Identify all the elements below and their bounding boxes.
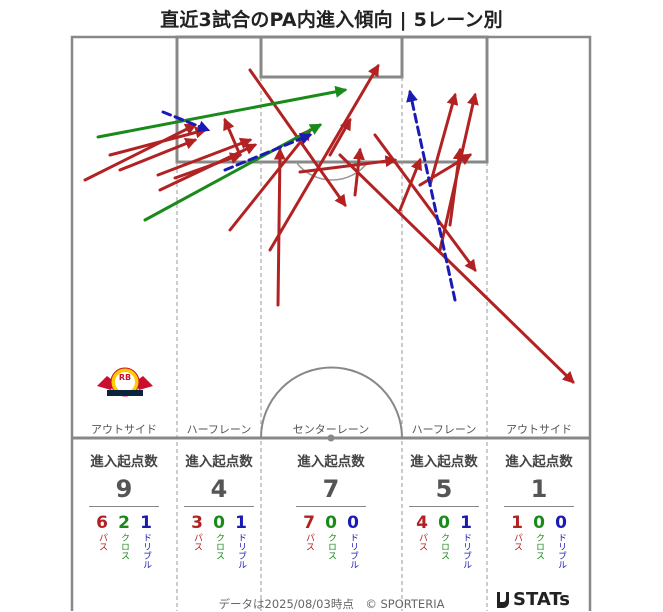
lane-label-left-halfspace: ハーフレーン — [186, 423, 252, 436]
entry-total: 4 — [184, 475, 254, 507]
stat-header: 進入起点数 — [297, 454, 365, 470]
lane-label-right-halfspace: ハーフレーン — [411, 423, 477, 436]
lane-stats-left-outside: 進入起点数 9 6 パス 2 クロス 1 ドリブル — [69, 450, 179, 569]
entry-total: 5 — [409, 475, 479, 507]
lane-label-left-outside: アウトサイド — [91, 423, 157, 436]
pass-arrow-2 — [108, 126, 208, 157]
lane-stats-center: 進入起点数 7 7 パス 0 クロス 0 ドリブル — [276, 450, 386, 569]
pass-arrow-21 — [373, 133, 477, 272]
cross-label: クロス — [534, 533, 544, 560]
cross-arrow-23 — [143, 123, 323, 222]
pass-arrow-3 — [118, 137, 198, 172]
dribble-arrow-25 — [223, 133, 313, 172]
dribble-label: ドリブル — [461, 533, 471, 569]
cross-label: クロス — [119, 533, 129, 560]
cross-count: 0 — [533, 513, 545, 533]
goal-area — [259, 35, 404, 79]
entry-total: 9 — [89, 475, 159, 507]
stat-header: 進入起点数 — [90, 454, 158, 470]
pass-arrow-10 — [268, 63, 380, 252]
dribble-count: 1 — [140, 513, 152, 533]
dribble-count: 0 — [347, 513, 359, 533]
chart-title: 直近3試合のPA内進入傾向 | 5レーン別 — [160, 9, 503, 31]
pass-arrow-13 — [328, 117, 352, 157]
pass-label: パス — [417, 533, 427, 551]
brand-text: STATs — [513, 589, 570, 610]
brand-logo: STATs — [497, 589, 570, 610]
pass-arrow-16 — [398, 157, 423, 212]
lane-stats-right-halfspace: 進入起点数 5 4 パス 0 クロス 1 ドリブル — [389, 450, 499, 569]
stat-header: 進入起点数 — [185, 454, 253, 470]
dribble-label: ドリブル — [348, 533, 358, 569]
lane-label-center: センターレーン — [292, 423, 370, 436]
dribble-arrow-26 — [406, 89, 457, 302]
pass-arrow-20 — [448, 147, 465, 227]
pass-arrow-8 — [223, 117, 242, 157]
lane-label-right-outside: アウトサイド — [506, 423, 572, 436]
cross-label: クロス — [439, 533, 449, 560]
pass-count: 1 — [511, 513, 523, 533]
dribble-label: ドリブル — [141, 533, 151, 569]
lane-stats-left-halfspace: 進入起点数 4 3 パス 0 クロス 1 ドリブル — [164, 450, 274, 569]
cross-count: 0 — [213, 513, 225, 533]
pass-arrow-6 — [173, 152, 243, 180]
svg-text:RB: RB — [119, 373, 131, 382]
penalty-arc — [295, 161, 369, 181]
pass-count: 6 — [96, 513, 108, 533]
cross-count: 0 — [325, 513, 337, 533]
dribble-label: ドリブル — [236, 533, 246, 569]
cross-count: 2 — [118, 513, 130, 533]
pass-label: パス — [512, 533, 522, 551]
pass-label: パス — [304, 533, 314, 551]
center-circle — [260, 366, 403, 439]
pass-arrow-15 — [338, 153, 575, 384]
center-spot — [327, 434, 335, 442]
pass-arrow-1 — [83, 123, 198, 182]
dribble-label: ドリブル — [556, 533, 566, 569]
pass-label: パス — [192, 533, 202, 551]
dribble-count: 1 — [235, 513, 247, 533]
pass-arrow-12 — [298, 155, 398, 174]
pass-count: 4 — [416, 513, 428, 533]
dribble-count: 0 — [555, 513, 567, 533]
entry-arrows — [83, 63, 575, 384]
club-logo: RB — [97, 367, 153, 397]
pass-count: 3 — [191, 513, 203, 533]
stat-header: 進入起点数 — [505, 454, 573, 470]
pass-count: 7 — [303, 513, 315, 533]
stat-header: 進入起点数 — [410, 454, 478, 470]
footer-credit: データは2025/08/03時点 © SPORTERIA — [218, 597, 445, 611]
dribble-arrow-24 — [161, 110, 211, 133]
cross-count: 0 — [438, 513, 450, 533]
entry-total: 1 — [504, 475, 574, 507]
pass-arrow-11 — [273, 147, 286, 307]
lane-stats-right-outside: 進入起点数 1 1 パス 0 クロス 0 ドリブル — [484, 450, 594, 569]
cross-label: クロス — [326, 533, 336, 560]
brand-mark-icon — [497, 591, 509, 608]
pass-arrow-7 — [228, 128, 312, 232]
entry-total: 7 — [296, 475, 366, 507]
cross-arrow-22 — [96, 85, 348, 139]
pass-arrow-19 — [428, 92, 459, 187]
dribble-count: 1 — [460, 513, 472, 533]
cross-label: クロス — [214, 533, 224, 560]
pass-label: パス — [97, 533, 107, 551]
